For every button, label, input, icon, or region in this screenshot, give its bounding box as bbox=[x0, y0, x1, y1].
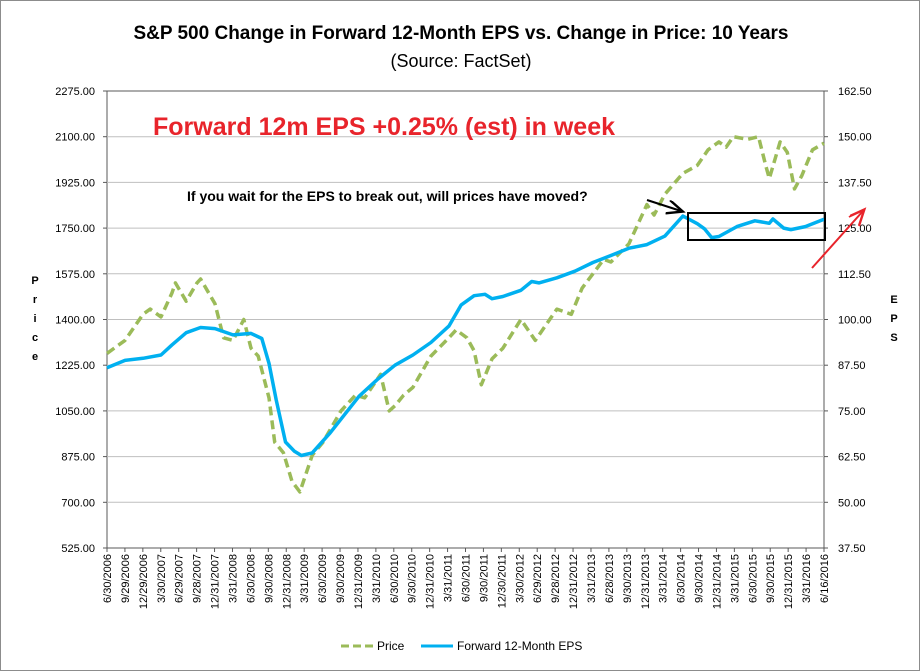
series-layer bbox=[105, 134, 825, 494]
x-tick-label: 6/30/2008 bbox=[245, 554, 257, 603]
y-right-tick-label: 100.00 bbox=[838, 315, 872, 327]
x-tick-label: 9/30/2014 bbox=[694, 554, 706, 603]
x-tick-label: 9/30/2015 bbox=[765, 554, 777, 603]
x-tick-label: 6/30/2006 bbox=[102, 554, 114, 603]
x-tick-label: 3/30/2007 bbox=[156, 554, 168, 603]
x-tick-label: 12/31/2013 bbox=[640, 554, 652, 609]
y-left-tick-label: 875.00 bbox=[61, 452, 95, 464]
y-left-tick-label: 1925.00 bbox=[55, 177, 95, 189]
left-axis-title-char: c bbox=[32, 332, 38, 344]
x-tick-label: 12/31/2014 bbox=[711, 554, 723, 609]
annotation-arrow-red bbox=[811, 211, 863, 269]
x-tick-label: 12/31/2008 bbox=[281, 554, 293, 609]
headline-annotation: Forward 12m EPS +0.25% (est) in week bbox=[153, 113, 615, 141]
right-axis-title-char: E bbox=[890, 294, 897, 306]
y-left-tick-label: 700.00 bbox=[61, 497, 95, 509]
x-tick-label: 9/30/2010 bbox=[407, 554, 419, 603]
y-left-tick-label: 2100.00 bbox=[55, 132, 95, 144]
right-axis-title-char: P bbox=[890, 313, 897, 325]
x-tick-label: 9/30/2013 bbox=[622, 554, 634, 603]
annotation-arrow-black bbox=[646, 199, 681, 211]
x-tick-label: 12/30/2011 bbox=[496, 554, 508, 608]
left-axis-ticks: 525.00 700.00 875.00 1050.00 1225.00 1400.00 1… bbox=[55, 86, 107, 555]
x-tick-label: 6/30/2010 bbox=[389, 554, 401, 603]
chart-title: S&P 500 Change in Forward 12-Month EPS v… bbox=[133, 23, 788, 44]
y-left-tick-label: 1575.00 bbox=[55, 269, 95, 281]
left-axis-title: Price bbox=[31, 275, 38, 363]
left-axis-title-char: P bbox=[31, 275, 38, 287]
x-tick-label: 3/31/2010 bbox=[371, 554, 383, 603]
eps-highlight-box bbox=[687, 212, 826, 241]
x-tick-label: 12/31/2012 bbox=[568, 554, 580, 609]
x-tick-label: 12/31/2010 bbox=[425, 554, 437, 609]
legend: Price Forward 12-Month EPS bbox=[341, 639, 582, 653]
x-tick-label: 3/31/2016 bbox=[801, 554, 813, 603]
x-tick-label: 3/31/2014 bbox=[658, 554, 670, 603]
x-axis-ticks: 6/30/2006 9/29/2006 12/29/2006 3/30/2007 6/2… bbox=[102, 548, 831, 609]
question-annotation: If you wait for the EPS to break out, wi… bbox=[187, 188, 588, 204]
y-left-tick-label: 1225.00 bbox=[55, 360, 95, 372]
x-tick-label: 12/31/2015 bbox=[783, 554, 795, 609]
legend-label-price: Price bbox=[377, 639, 405, 653]
left-axis-title-char: i bbox=[33, 313, 36, 325]
left-axis-title-char: r bbox=[33, 294, 38, 306]
x-tick-label: 9/30/2008 bbox=[263, 554, 275, 603]
y-right-tick-label: 62.50 bbox=[838, 452, 866, 464]
x-tick-label: 6/28/2013 bbox=[604, 554, 616, 603]
x-tick-label: 3/31/2011 bbox=[443, 554, 455, 602]
x-tick-label: 12/31/2007 bbox=[210, 554, 222, 609]
y-left-tick-label: 2275.00 bbox=[55, 86, 95, 98]
x-tick-label: 9/30/2011 bbox=[478, 554, 490, 602]
x-tick-label: 3/30/2012 bbox=[514, 554, 526, 603]
x-tick-label: 6/30/2009 bbox=[317, 554, 329, 603]
x-tick-label: 12/29/2006 bbox=[138, 554, 150, 609]
x-tick-label: 6/30/2014 bbox=[676, 554, 688, 603]
chart-subtitle: (Source: FactSet) bbox=[390, 51, 531, 71]
x-tick-label: 9/28/2007 bbox=[192, 554, 204, 603]
left-axis-title-char: e bbox=[32, 351, 38, 363]
y-right-tick-label: 50.00 bbox=[838, 497, 866, 509]
y-right-tick-label: 137.50 bbox=[838, 177, 872, 189]
y-left-tick-label: 1050.00 bbox=[55, 406, 95, 418]
x-tick-label: 6/29/2007 bbox=[174, 554, 186, 603]
y-right-tick-label: 162.50 bbox=[838, 86, 872, 98]
y-left-tick-label: 1400.00 bbox=[55, 315, 95, 327]
x-tick-label: 6/29/2012 bbox=[532, 554, 544, 603]
eps-series-line bbox=[106, 214, 825, 458]
x-tick-label: 6/30/2011 bbox=[461, 554, 473, 602]
x-tick-label: 3/31/2008 bbox=[227, 554, 239, 603]
right-axis-title-char: S bbox=[890, 332, 897, 344]
x-tick-label: 9/28/2012 bbox=[550, 554, 562, 603]
y-left-tick-label: 1750.00 bbox=[55, 223, 95, 235]
y-right-tick-label: 37.50 bbox=[838, 543, 866, 555]
x-tick-label: 12/31/2009 bbox=[353, 554, 365, 609]
legend-label-eps: Forward 12-Month EPS bbox=[457, 639, 582, 653]
x-tick-label: 9/29/2006 bbox=[120, 554, 132, 603]
y-right-tick-label: 150.00 bbox=[838, 132, 872, 144]
x-tick-label: 3/31/2015 bbox=[729, 554, 741, 603]
y-right-tick-label: 112.50 bbox=[838, 269, 871, 281]
x-tick-label: 3/31/2013 bbox=[586, 554, 598, 603]
x-tick-label: 6/16/2016 bbox=[819, 554, 831, 603]
y-right-tick-label: 75.00 bbox=[838, 406, 866, 418]
y-left-tick-label: 525.00 bbox=[61, 543, 95, 555]
y-right-tick-label: 87.50 bbox=[838, 360, 866, 372]
x-tick-label: 3/31/2009 bbox=[299, 554, 311, 603]
x-tick-label: 6/30/2015 bbox=[747, 554, 759, 603]
x-tick-label: 9/30/2009 bbox=[335, 554, 347, 603]
right-axis-ticks: 37.5050.0062.5075.0087.50100.00112.50125… bbox=[824, 86, 872, 555]
right-axis-title: EPS bbox=[890, 294, 897, 344]
